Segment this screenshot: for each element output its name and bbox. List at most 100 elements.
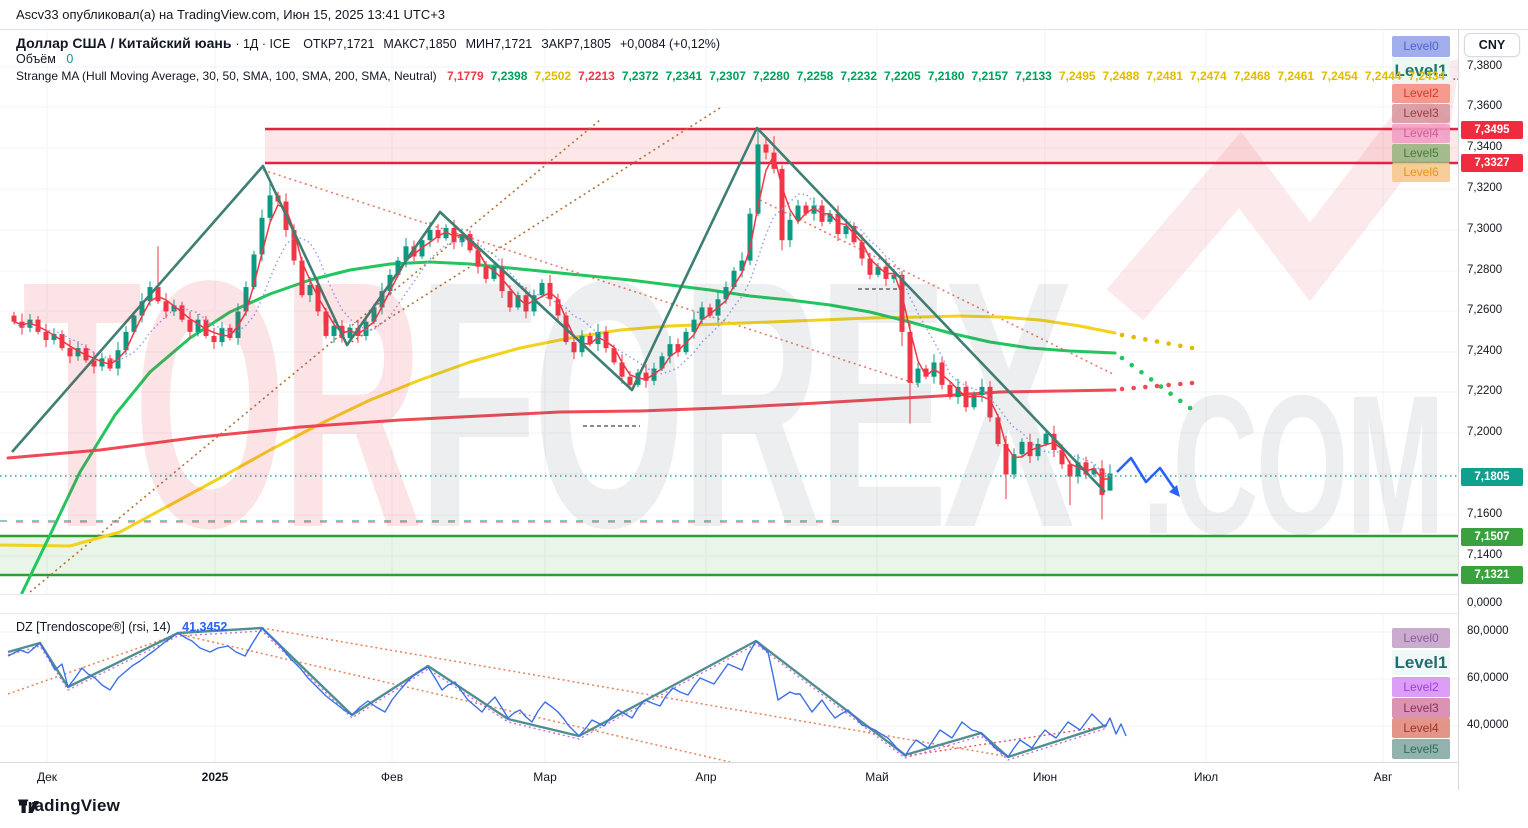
level-label: Level5 [1392,739,1450,759]
ma-value: 7,2341 [665,69,703,83]
chart-plot-area[interactable]: TORFOREX .COM Доллар США / Китайский юан… [0,30,1458,790]
ma-value: 7,1779 [447,69,484,83]
ma-value: 7,2474 [1189,69,1227,83]
tradingview-logo-text: TradingView [18,796,121,815]
level-label: Level0 [1392,628,1450,648]
ma-value: 7,2232 [840,69,878,83]
price-badge: 7,3495 [1461,121,1523,139]
oscillator-label: DZ [Trendoscope®] (rsi, 14) [16,620,171,634]
volume-label: Объём [16,52,56,66]
volume-legend: Объём 0 [16,52,73,66]
ma-value: 7,2205 [884,69,921,83]
level-label: Level4 [1392,718,1450,738]
axis-tick: 7,3200 [1467,182,1503,194]
symbol-title: Доллар США / Китайский юань [16,35,232,51]
publish-header: Ascv33 опубликовал(а) на TradingView.com… [0,0,1528,30]
volume-value: 0 [66,52,74,66]
time-axis-label: Мар [533,770,557,784]
axis-tick: 7,2200 [1467,385,1503,397]
ma-value: 7,2488 [1102,69,1140,83]
axis-tick: 40,0000 [1467,719,1509,731]
oscillator-canvas[interactable] [0,614,1458,762]
volume-pane[interactable] [0,594,1458,614]
ma-value: … [1452,69,1458,83]
level-label: Level6 [1392,163,1450,182]
time-axis-label: Авг [1373,770,1393,784]
level-label: Level2 [1392,84,1450,103]
ma-value: 7,2468 [1233,69,1271,83]
time-axis-label: Май [865,770,889,784]
axis-tick: 7,2000 [1467,426,1503,438]
price-badge: 7,3327 [1461,154,1523,172]
price-badge: 7,1321 [1461,566,1523,584]
level-label: Level3 [1392,104,1450,123]
axis-tick: 7,3800 [1467,60,1503,72]
tradingview-logo-icon [19,801,39,813]
ma-value: 7,2258 [796,69,834,83]
footer: TradingView [0,790,1528,828]
symbol-meta: · 1Д · ICE [235,37,291,51]
oscillator-pane[interactable]: DZ [Trendoscope®] (rsi, 14) 41,3452 Leve… [0,614,1458,762]
ma-value: 7,2444 [1364,69,1402,83]
ohlc-token: +0,0084 (+0,12%) [620,37,721,51]
axis-tick: 7,2600 [1467,304,1503,316]
oscillator-legend: DZ [Trendoscope®] (rsi, 14) 41,3452 [16,620,227,634]
ma-value: 7,2481 [1146,69,1183,83]
ohlc-values: ОТКР7,1721 МАКС7,1850 МИН7,1721 ЗАКР7,1805 +… [294,35,720,51]
time-axis-label: Фев [380,770,404,784]
level-label: Level4 [1392,124,1450,143]
strange-ma-values: 7,1779 7,2398 7,2502 7,2213 7,2372 7,2341 7,23… [440,69,1458,83]
ma-value: 7,2434 [1408,69,1446,83]
ma-value: 7,2398 [490,69,528,83]
ohlc-token: ЗАКР7,1805 [541,37,611,51]
price-chart-canvas[interactable] [0,30,1458,594]
axis-tick: 7,2800 [1467,264,1503,276]
ma-value: 7,2213 [578,69,615,83]
ohlc-token: МИН7,1721 [465,37,533,51]
time-axis-label: 2025 [201,770,229,784]
time-axis-label: Июл [1193,770,1219,784]
ohlc-token: ОТКР7,1721 [303,37,375,51]
symbol-legend: Доллар США / Китайский юань · 1Д · ICE О… [16,35,720,51]
axis-tick: 60,0000 [1467,672,1509,684]
axis-tick: 7,2400 [1467,345,1503,357]
ma-value: 7,2133 [1015,69,1052,83]
oscillator-value: 41,3452 [182,620,228,634]
axis-tick: 7,3600 [1467,100,1503,112]
ma-value: 7,2307 [709,69,746,83]
ma-value: 7,2157 [971,69,1009,83]
currency-toggle-button[interactable]: CNY [1464,33,1520,57]
time-axis[interactable]: Дек 2025 Фев Мар Апр Май Июн Июл Авг [0,762,1458,790]
price-axis[interactable]: CNY 7,3800 7,3600 7,3400 7,3200 7,3000 7,2800… [1458,30,1528,790]
axis-tick: 7,3400 [1467,141,1503,153]
tradingview-logo[interactable]: TradingView [18,796,120,816]
time-axis-label: Апр [695,770,717,784]
price-badge: 7,1507 [1461,528,1523,546]
ma-value: 7,2180 [927,69,965,83]
ma-value: 7,2454 [1321,69,1358,83]
strange-ma-legend: Strange MA (Hull Moving Average, 30, 50,… [16,69,1458,83]
level-label: Level3 [1392,698,1450,718]
level-label: Level2 [1392,677,1450,697]
time-axis-label: Июн [1032,770,1058,784]
axis-tick: 0,0000 [1467,597,1503,609]
axis-tick: 80,0000 [1467,625,1509,637]
axis-tick: 7,1400 [1467,549,1503,561]
ma-value: 7,2495 [1058,69,1096,83]
ma-value: 7,2372 [621,69,659,83]
price-pane[interactable]: TORFOREX .COM Доллар США / Китайский юан… [0,30,1458,594]
time-axis-label: Дек [36,770,58,784]
level-label: Level5 [1392,144,1450,163]
level-label: Level1 [1392,650,1450,675]
axis-tick: 7,1600 [1467,508,1503,520]
ma-value: 7,2502 [534,69,572,83]
ohlc-token: МАКС7,1850 [383,37,457,51]
strange-ma-label: Strange MA (Hull Moving Average, 30, 50,… [16,69,437,83]
ma-value: 7,2280 [752,69,790,83]
ma-value: 7,2461 [1277,69,1315,83]
level-label: Level1 [1392,58,1450,83]
level-label: Level0 [1392,36,1450,57]
axis-tick: 7,3000 [1467,223,1503,235]
price-badge: 7,1805 [1461,468,1523,486]
